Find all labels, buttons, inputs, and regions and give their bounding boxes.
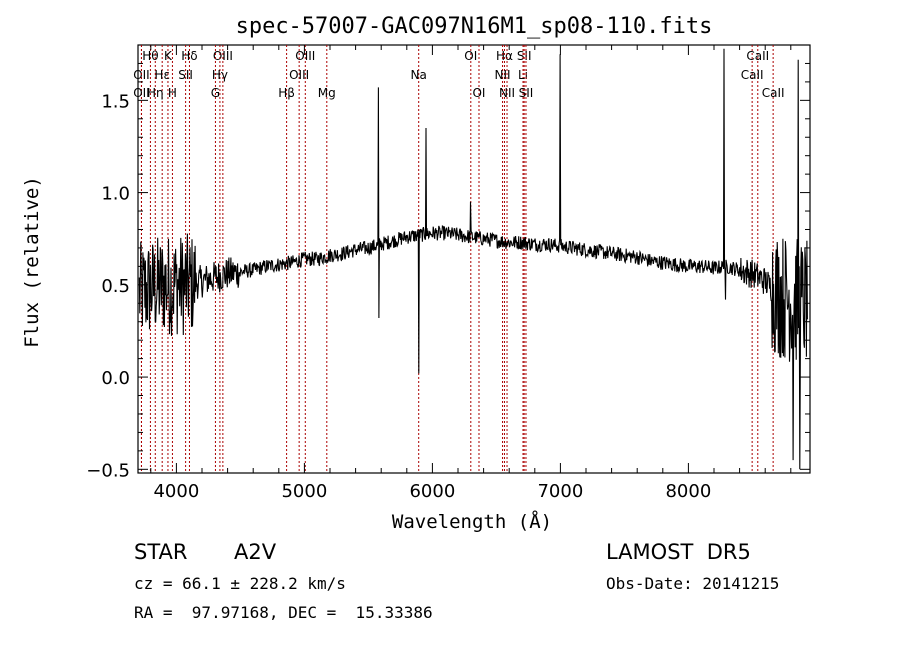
marker-label: OI <box>464 49 477 63</box>
x-tick-label: 5000 <box>281 481 327 502</box>
marker-label: Hδ <box>181 49 197 63</box>
y-axis-label: Flux (relative) <box>21 176 43 348</box>
marker-label: Hα <box>496 49 513 63</box>
marker-label: NII <box>499 86 515 100</box>
marker-label: OIII <box>295 49 315 63</box>
marker-label: SII <box>519 86 534 100</box>
marker-label: NII <box>495 68 511 82</box>
x-tick-label: 8000 <box>665 481 711 502</box>
y-tick-label: 1.0 <box>101 184 130 205</box>
marker-label: Hη <box>147 86 164 100</box>
marker-label: Hθ <box>142 49 158 63</box>
marker-label: OII <box>133 86 150 100</box>
y-tick-label: 0.5 <box>101 276 130 297</box>
plot-frame <box>137 44 811 474</box>
marker-label: Hε <box>154 68 170 82</box>
observation-date: Obs-Date: 20141215 <box>606 574 780 593</box>
spectrum-line <box>138 48 808 470</box>
coordinates: RA = 97.97168, DEC = 15.33386 <box>134 603 433 622</box>
y-tick-label: 0.0 <box>101 368 130 389</box>
marker-label: CaII <box>741 68 764 82</box>
survey-release: LAMOST DR5 <box>606 540 751 564</box>
marker-label: CaII <box>746 49 769 63</box>
x-axis-label: Wavelength (Å) <box>392 510 552 533</box>
y-tick-label: 1.5 <box>101 91 130 112</box>
marker-label: Li <box>518 68 528 82</box>
y-tick-label: −0.5 <box>86 460 130 481</box>
marker-label: G <box>211 86 220 100</box>
marker-label: H <box>168 86 177 100</box>
marker-label: K <box>164 49 173 63</box>
marker-label: SII <box>517 49 532 63</box>
marker-label: Na <box>411 68 427 82</box>
marker-label: OIII <box>213 49 233 63</box>
marker-label: OI <box>472 86 485 100</box>
object-subclass: A2V <box>234 540 277 564</box>
object-class: STAR <box>134 540 188 564</box>
marker-label: CaII <box>762 86 785 100</box>
marker-label: Hγ <box>212 68 228 82</box>
redshift-line: cz = 66.1 ± 228.2 km/s <box>134 574 346 593</box>
spectrum-trace <box>138 48 808 470</box>
x-tick-label: 6000 <box>409 481 455 502</box>
marker-label: SII <box>178 68 193 82</box>
chart-title: spec-57007-GAC097N16M1_sp08-110.fits <box>236 14 713 39</box>
x-tick-label: 4000 <box>153 481 199 502</box>
spectrum-plot: spec-57007-GAC097N16M1_sp08-110.fits Hθ O… <box>21 14 811 533</box>
axes-ticks: 4000 5000 6000 7000 8000 −0.5 0.0 0.5 1.0 1.5 <box>86 45 810 502</box>
marker-label: Hβ <box>278 86 295 100</box>
marker-label: OIII <box>289 68 309 82</box>
x-tick-label: 7000 <box>537 481 583 502</box>
marker-label: Mg <box>318 86 336 100</box>
